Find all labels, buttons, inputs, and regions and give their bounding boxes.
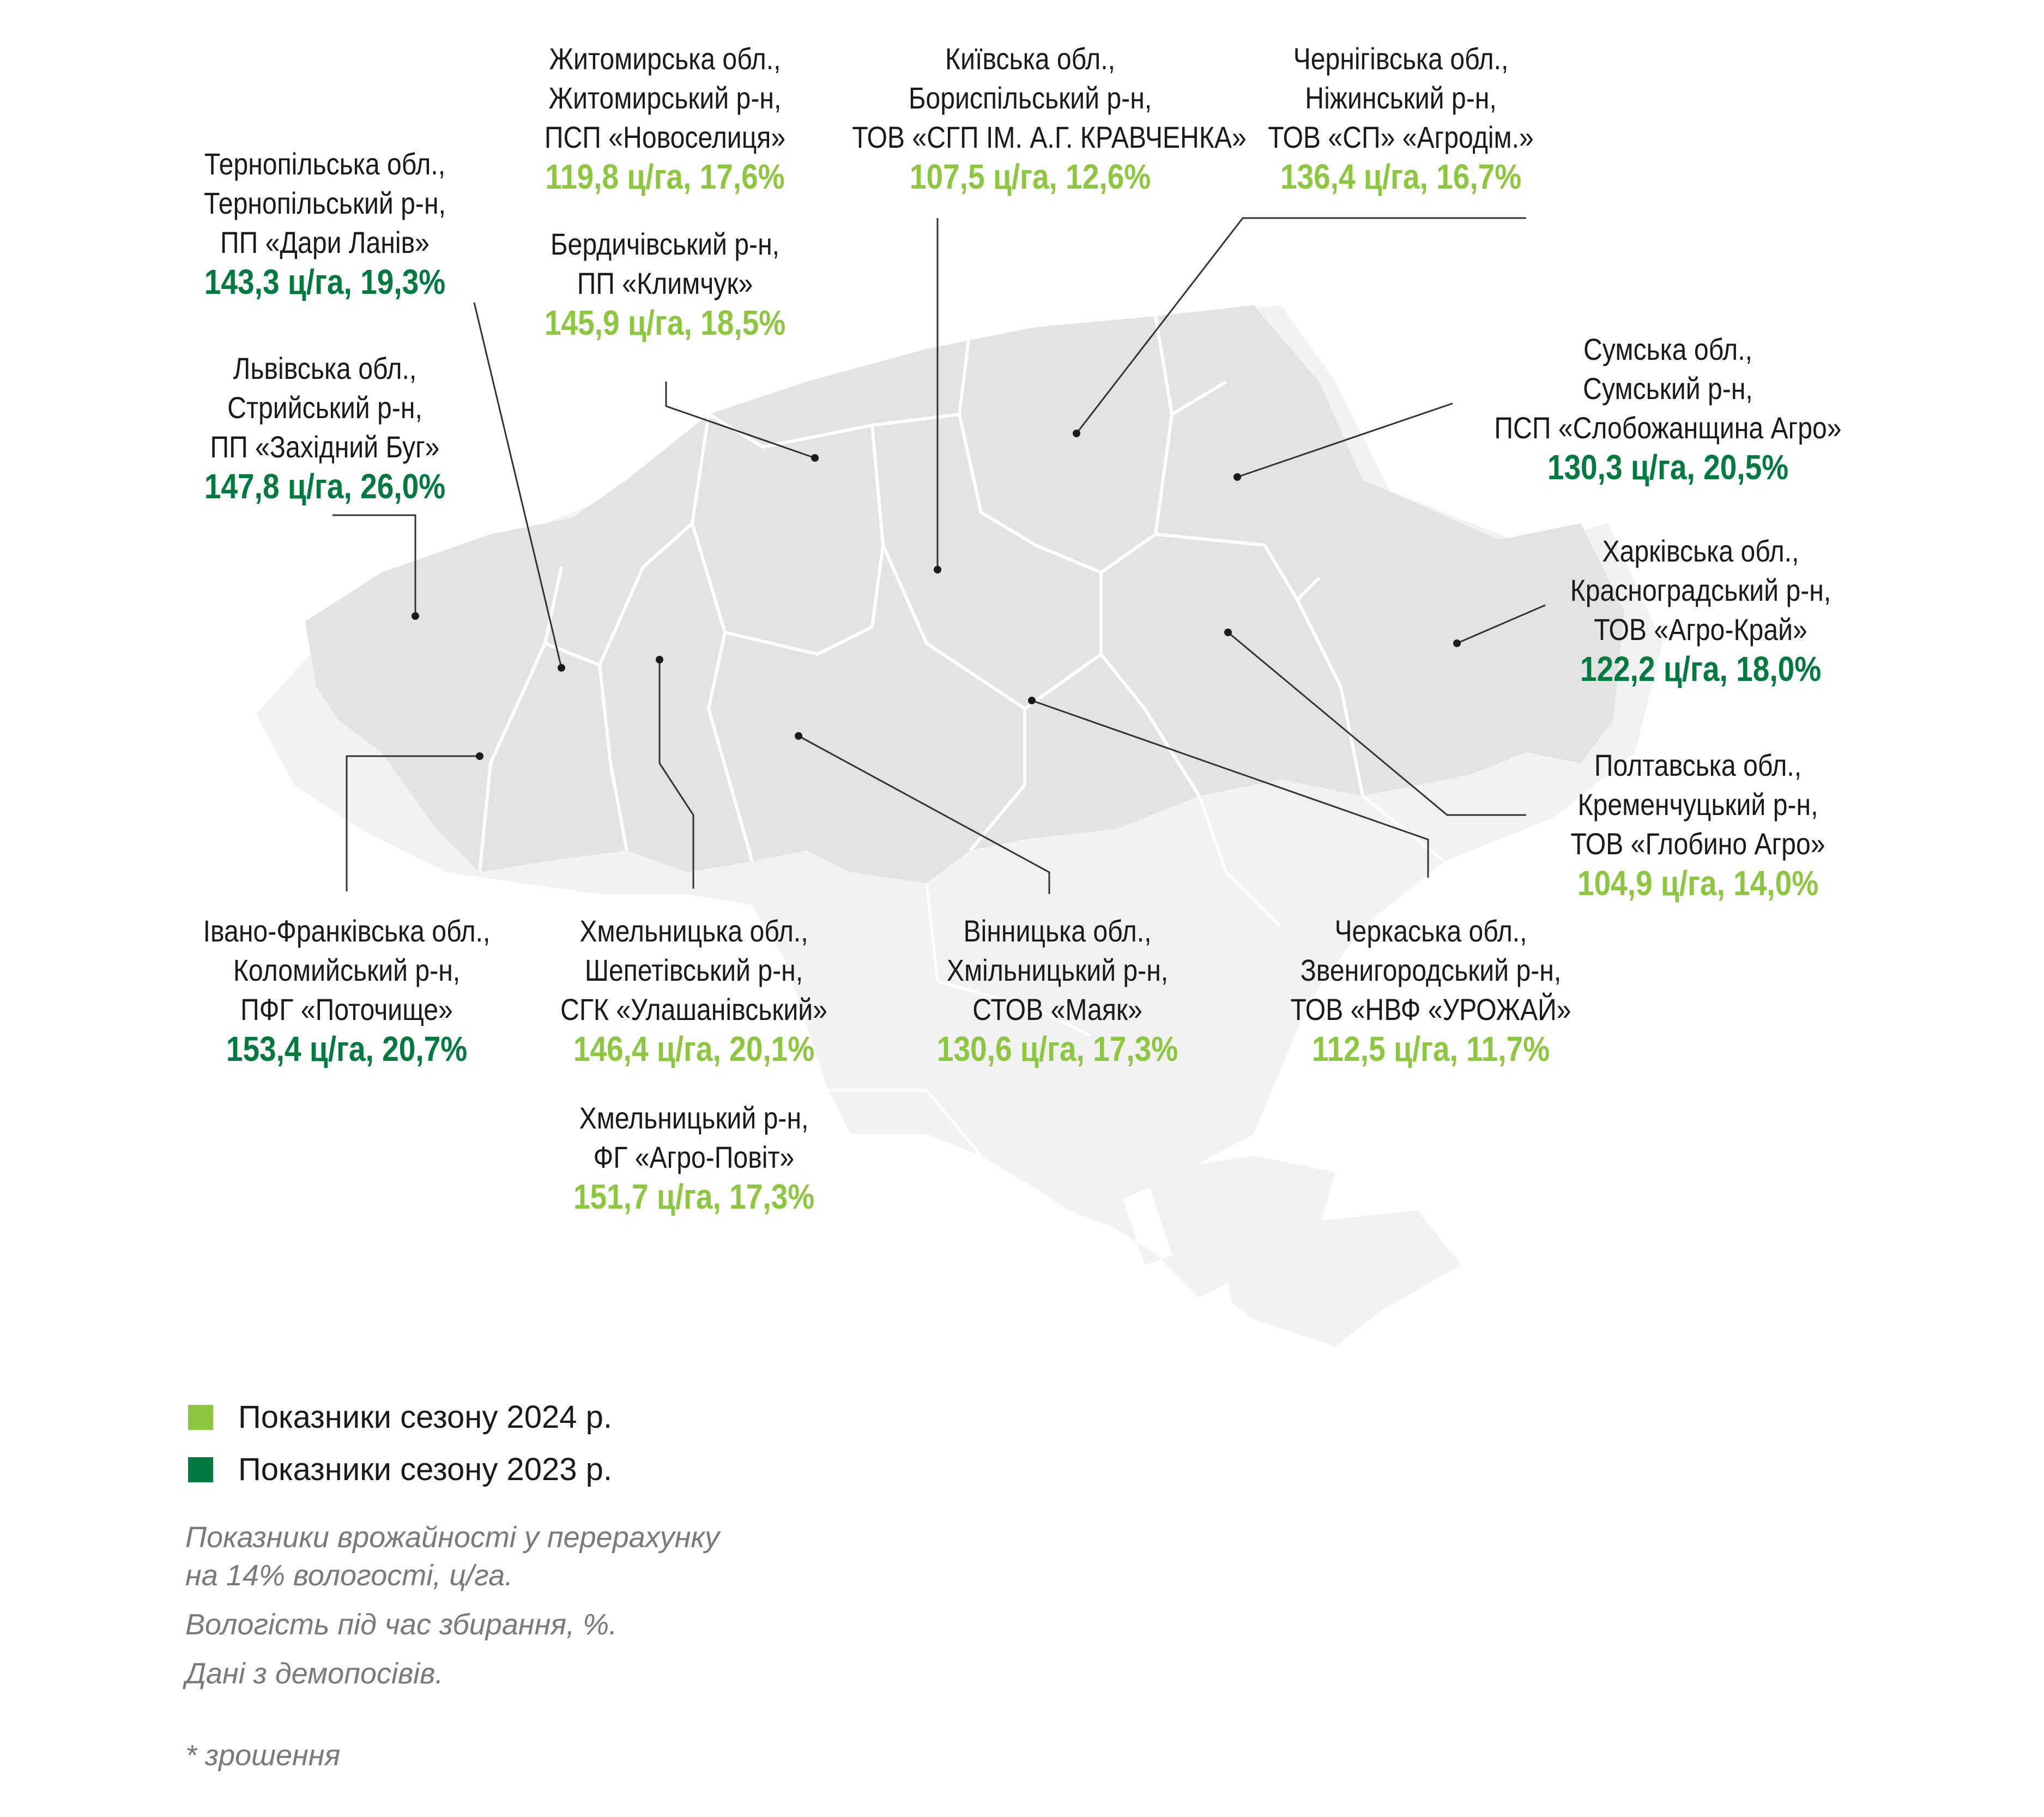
- yield-value: 146,4 ц/га, 20,1%: [573, 1029, 815, 1069]
- yield-value: 112,5 ц/га, 11,7%: [1311, 1029, 1550, 1069]
- yield-value: 143,3 ц/га, 19,3%: [204, 262, 446, 301]
- label-line: Коломийський р-н,: [233, 953, 461, 987]
- note-footnote: * зрошення: [185, 1739, 341, 1772]
- label-vinnytsia: Вінницька обл., Хмільницький р-н, СТОВ «…: [879, 911, 1236, 1069]
- label-line: Тернопільська обл.,: [204, 147, 446, 181]
- yield-value: 107,5 ц/га, 12,6%: [909, 157, 1151, 196]
- label-line: Красноградський р-н,: [1570, 573, 1831, 607]
- marker-kyiv: [934, 566, 941, 574]
- label-line: ПП «Дари Ланів»: [220, 225, 430, 259]
- label-line: ТОВ «НВФ «УРОЖАЙ»: [1290, 992, 1571, 1027]
- label-line: Житомирський р-н,: [548, 81, 782, 115]
- label-line: Шепетівський р-н,: [584, 953, 803, 987]
- label-line: СТОВ «Маяк»: [972, 992, 1142, 1027]
- marker-ternopil: [558, 664, 565, 672]
- label-line: ТОВ «СГП ІМ. А.Г. КРАВЧЕНКА»: [852, 120, 1247, 154]
- yield-value: 136,4 ц/га, 16,7%: [1280, 157, 1522, 196]
- label-zhytomyr: Житомирська обл., Житомирський р-н, ПСП …: [487, 39, 843, 196]
- yield-value: 130,3 ц/га, 20,5%: [1547, 448, 1789, 487]
- label-poltava: Полтавська обл., Кременчуцький р-н, ТОВ …: [1520, 746, 1876, 903]
- marker-ivano-frankivsk: [476, 752, 483, 760]
- label-line: Бердичівський р-н,: [550, 227, 780, 261]
- note-yield-line1: Показники врожайності у перерахунку: [185, 1521, 719, 1554]
- label-line: Вінницька обл.,: [963, 914, 1152, 948]
- label-line: ПСП «Слобожанщина Агро»: [1494, 411, 1842, 445]
- yield-value: 153,4 ц/га, 20,7%: [226, 1029, 468, 1069]
- label-line: ПП «Климчук»: [577, 266, 753, 300]
- label-line: ПФГ «Поточище»: [240, 992, 453, 1027]
- label-line: Черкаська обл.,: [1334, 914, 1527, 948]
- region-borders: [478, 316, 1364, 873]
- marker-chernihiv: [1073, 430, 1080, 437]
- base-borders: [829, 795, 1446, 1157]
- label-line: Львівська обл.,: [233, 351, 417, 385]
- marker-sumy: [1233, 473, 1241, 481]
- yield-value: 119,8 ц/га, 17,6%: [545, 157, 785, 196]
- label-line: Сумська обл.,: [1583, 332, 1752, 366]
- note-moisture: Вологість під час збирання, %.: [185, 1608, 618, 1641]
- label-line: Стрийський р-н,: [227, 390, 422, 425]
- label-line: Сумський р-н,: [1583, 371, 1753, 406]
- marker-lviv: [412, 612, 419, 620]
- marker-poltava: [1224, 629, 1232, 636]
- leader-lines: [332, 217, 1546, 894]
- legend-label-2024: Показники сезону 2024 р.: [238, 1399, 612, 1435]
- label-line: Житомирська обл.,: [549, 41, 781, 76]
- marker-cherkasy: [1028, 697, 1036, 704]
- label-berdychiv: Бердичівський р-н, ПП «Климчук» 145,9 ц/…: [487, 225, 843, 342]
- label-line: ТОВ «Глобино Агро»: [1570, 826, 1825, 861]
- label-line: ФГ «Агро-Повіт»: [593, 1140, 795, 1174]
- label-line: Тернопільський р-н,: [204, 186, 446, 220]
- label-line: Івано-Франківська обл.,: [203, 914, 491, 948]
- marker-kharkiv: [1453, 639, 1461, 647]
- label-khmelnytskyi-shepetivka: Хмельницька обл., Шепетівський р-н, СГК …: [516, 911, 872, 1069]
- label-line: Кременчуцький р-н,: [1577, 787, 1818, 822]
- marker-khmelnytskyi-shepetivka: [656, 656, 663, 663]
- label-cherkasy: Черкаська обл., Звенигородський р-н, ТОВ…: [1253, 911, 1609, 1069]
- yield-value: 145,9 ц/га, 18,5%: [544, 303, 786, 342]
- crimea-silhouette: [1145, 1156, 1335, 1297]
- label-line: Звенигородський р-н,: [1300, 953, 1562, 987]
- label-line: СГК «Улашанівський»: [560, 992, 827, 1027]
- label-kyiv: Київська обл., Бориспільський р-н, ТОВ «…: [852, 39, 1247, 196]
- label-ivano-frankivsk: Івано-Франківська обл., Коломийський р-н…: [168, 911, 525, 1069]
- location-markers: [412, 430, 1461, 760]
- legend-swatch-2023: [188, 1457, 213, 1482]
- label-khmelnytskyi: Хмельницький р-н, ФГ «Агро-Повіт» 151,7 …: [516, 1098, 872, 1216]
- yield-value: 151,7 ц/га, 17,3%: [573, 1177, 815, 1216]
- label-line: ПП «Західний Буг»: [210, 430, 440, 464]
- highlighted-regions: [305, 305, 1624, 883]
- label-line: ПСП «Новоселиця»: [544, 120, 786, 154]
- label-line: Хмельницька обл.,: [579, 914, 808, 948]
- label-line: Хмельницький р-н,: [579, 1101, 809, 1135]
- label-line: Київська обл.,: [945, 41, 1115, 76]
- legend-swatch-2024: [188, 1405, 213, 1430]
- note-yield-line2: на 14% вологості, ц/га.: [185, 1559, 513, 1592]
- label-kharkiv: Харківська обл., Красноградський р-н, ТО…: [1522, 532, 1879, 689]
- yield-value: 104,9 ц/га, 14,0%: [1577, 864, 1819, 903]
- label-chernihiv: Чернігівська обл., Ніжинський р-н, ТОВ «…: [1223, 39, 1579, 196]
- marker-vinnytsia: [795, 732, 802, 740]
- label-line: Бориспільський р-н,: [908, 81, 1152, 115]
- marker-berdychiv: [811, 454, 819, 462]
- yield-value: 130,6 ц/га, 17,3%: [936, 1029, 1178, 1069]
- label-line: Ніжинський р-н,: [1305, 81, 1497, 115]
- label-line: Харківська обл.,: [1602, 534, 1799, 568]
- legend-label-2023: Показники сезону 2023 р.: [238, 1452, 612, 1487]
- label-ternopil: Тернопільська обл., Тернопільський р-н, …: [147, 144, 503, 301]
- yield-value: 122,2 ц/га, 18,0%: [1580, 649, 1822, 689]
- yield-value: 147,8 ц/га, 26,0%: [204, 467, 446, 506]
- label-lviv: Львівська обл., Стрийський р-н, ПП «Захі…: [147, 349, 503, 506]
- note-source: Дані з демопосівів.: [185, 1657, 444, 1690]
- label-line: Хмільницький р-н,: [946, 953, 1169, 987]
- label-line: Полтавська обл.,: [1594, 748, 1802, 782]
- label-line: Чернігівська обл.,: [1293, 41, 1509, 76]
- label-sumy: Сумська обл., Сумський р-н, ПСП «Слобожа…: [1490, 330, 1846, 487]
- label-line: ТОВ «Агро-Край»: [1594, 612, 1807, 647]
- label-line: ТОВ «СП» «Агродім.»: [1268, 120, 1534, 154]
